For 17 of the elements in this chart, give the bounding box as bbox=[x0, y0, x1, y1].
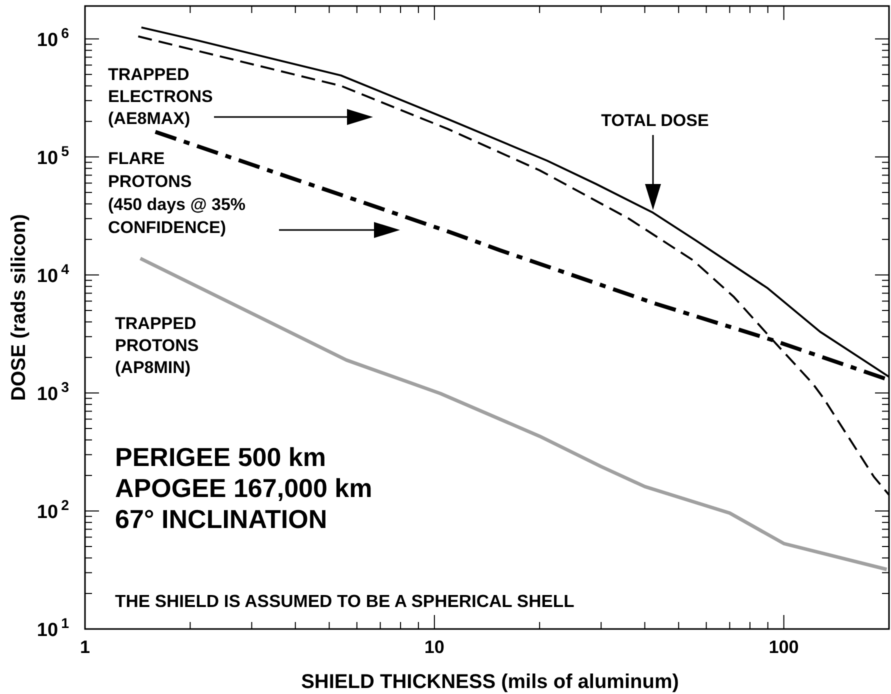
annotation: TRAPPED PROTONS (AP8MIN) bbox=[115, 314, 199, 377]
y-tick-label: 10$^{6}$ bbox=[36, 26, 70, 51]
annotation: FLARE PROTONS (450 days @ 35% CONFIDENCE) bbox=[108, 149, 246, 237]
x-tick-label: 1 bbox=[80, 637, 90, 657]
annotation: PERIGEE 500 km APOGEE 167,000 km 67° INCLINATION bbox=[115, 442, 372, 534]
y-tick-label: 10$^{4}$ bbox=[36, 262, 70, 287]
y-tick-label: 10$^{3}$ bbox=[36, 380, 70, 405]
y-tick-label: 10$^{2}$ bbox=[36, 498, 70, 523]
annotation: TOTAL DOSE bbox=[601, 111, 709, 130]
y-axis-title: DOSE (rads silicon) bbox=[8, 214, 30, 401]
annotation: TRAPPED ELECTRONS (AE8MAX) bbox=[108, 65, 213, 128]
annotation: THE SHIELD IS ASSUMED TO BE A SPHERICAL SHELL bbox=[115, 591, 575, 611]
x-tick-label: 10 bbox=[424, 637, 444, 657]
y-tick-label: 10$^{1}$ bbox=[36, 616, 70, 641]
x-axis-title: SHIELD THICKNESS (mils of aluminum) bbox=[301, 671, 679, 693]
y-tick-label: 10$^{5}$ bbox=[36, 144, 70, 169]
x-tick-label: 100 bbox=[768, 637, 799, 657]
